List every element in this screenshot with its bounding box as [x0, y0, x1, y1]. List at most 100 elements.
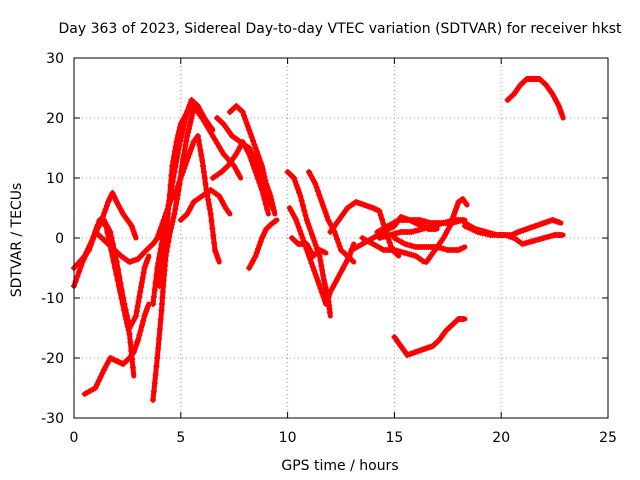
- data-point-marker: [320, 277, 327, 283]
- y-axis-label: SDTVAR / TECUs: [9, 183, 25, 298]
- data-point-marker: [150, 293, 157, 300]
- x-tick-label: 5: [176, 430, 185, 446]
- data-point-marker: [261, 189, 268, 196]
- data-point-marker: [113, 271, 120, 277]
- data-point-marker: [163, 227, 170, 234]
- data-point-marker: [157, 277, 164, 283]
- data-point-marker: [326, 309, 333, 316]
- data-point-marker: [208, 218, 215, 225]
- data-point-marker: [168, 172, 175, 179]
- data-point-marker: [167, 182, 174, 189]
- data-point-marker: [125, 327, 132, 334]
- data-point-marker: [311, 238, 318, 245]
- data-point-marker: [262, 177, 269, 184]
- data-point-marker: [123, 316, 130, 323]
- data-point-marker: [316, 253, 323, 259]
- data-point-marker: [189, 104, 196, 111]
- data-point-marker: [171, 211, 178, 217]
- data-point-marker: [310, 235, 317, 241]
- data-point-marker: [386, 239, 393, 246]
- data-point-marker: [177, 176, 184, 183]
- data-point-marker: [255, 171, 262, 178]
- data-point-marker: [252, 157, 259, 163]
- data-point-marker: [223, 164, 230, 171]
- data-point-marker: [89, 236, 96, 243]
- data-point-marker: [105, 235, 112, 241]
- data-point-marker: [195, 137, 202, 144]
- data-point-marker: [206, 206, 213, 213]
- data-point-marker: [202, 181, 209, 187]
- data-point-marker: [313, 184, 320, 191]
- data-point-marker: [127, 339, 134, 346]
- data-point-marker: [201, 118, 208, 125]
- data-point-marker: [129, 364, 136, 371]
- data-point-marker: [159, 289, 166, 295]
- data-point-marker: [74, 273, 81, 280]
- data-point-marker: [205, 201, 212, 208]
- data-point-marker: [377, 212, 384, 219]
- data-point-marker: [183, 137, 190, 144]
- data-point-marker: [124, 323, 131, 330]
- data-point-marker: [248, 134, 255, 141]
- data-point-marker: [119, 301, 126, 307]
- y-tick-label: 20: [46, 111, 64, 127]
- data-point-marker: [348, 256, 355, 263]
- series-layer: [71, 76, 566, 403]
- data-point-marker: [253, 249, 260, 256]
- data-point-marker: [200, 169, 207, 175]
- data-point-marker: [151, 380, 158, 387]
- data-point-marker: [159, 295, 166, 301]
- data-point-marker: [133, 308, 140, 315]
- data-point-marker: [173, 139, 180, 145]
- data-point-marker: [255, 245, 262, 252]
- data-point-marker: [186, 122, 193, 129]
- data-point-marker: [76, 268, 83, 275]
- data-point-marker: [321, 280, 328, 287]
- data-point-marker: [379, 216, 386, 223]
- data-point-marker: [292, 178, 299, 185]
- data-point-marker: [155, 231, 162, 238]
- data-point-marker: [138, 322, 145, 329]
- data-point-marker: [308, 231, 315, 238]
- data-point-marker: [558, 232, 565, 238]
- data-point-marker: [295, 224, 302, 231]
- data-point-marker: [203, 122, 210, 129]
- data-point-marker: [158, 224, 165, 231]
- data-point-marker: [198, 152, 205, 159]
- data-point-marker: [151, 286, 158, 293]
- data-point-marker: [152, 371, 159, 378]
- data-point-marker: [194, 133, 201, 139]
- data-point-marker: [173, 201, 180, 208]
- data-point-marker: [460, 244, 467, 251]
- data-point-marker: [178, 172, 185, 179]
- data-point-marker: [322, 284, 329, 291]
- data-point-marker: [299, 202, 306, 209]
- data-point-marker: [140, 269, 147, 276]
- data-point-marker: [115, 283, 122, 289]
- data-point-marker: [92, 385, 99, 391]
- data-point-marker: [155, 345, 162, 352]
- data-point-marker: [201, 175, 208, 181]
- data-point-marker: [182, 212, 189, 219]
- data-point-marker: [102, 206, 109, 213]
- data-point-marker: [161, 244, 168, 251]
- data-point-marker: [137, 327, 144, 334]
- data-point-marker: [321, 249, 328, 256]
- data-point-marker: [185, 125, 192, 132]
- data-point-marker: [302, 212, 309, 219]
- data-point-marker: [104, 229, 111, 235]
- data-point-marker: [314, 278, 321, 285]
- data-point-marker: [225, 208, 232, 215]
- data-point-marker: [320, 272, 327, 279]
- data-point-marker: [144, 255, 151, 262]
- data-point-marker: [247, 130, 254, 137]
- data-point-marker: [150, 301, 157, 307]
- data-point-marker: [85, 247, 92, 253]
- data-point-marker: [182, 161, 189, 168]
- data-point-marker: [114, 277, 121, 283]
- x-tick-label: 10: [279, 430, 297, 446]
- x-tick-label: 25: [599, 430, 617, 446]
- data-point-marker: [297, 193, 304, 199]
- data-point-marker: [307, 227, 314, 234]
